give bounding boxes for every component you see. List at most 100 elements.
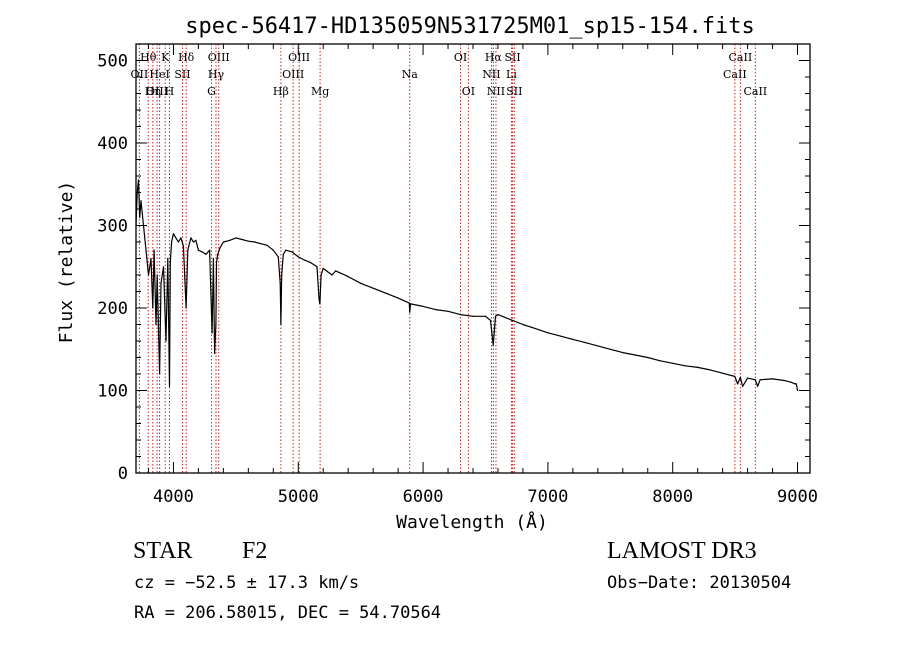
line-marker-label: HeI xyxy=(149,68,169,81)
spectrum-point xyxy=(572,338,574,340)
spectrum-point xyxy=(175,237,177,239)
spectrum-point xyxy=(409,311,411,313)
spectrum-point xyxy=(158,373,161,375)
spectrum-point xyxy=(709,369,711,371)
spectrum-point xyxy=(734,375,736,378)
spectrum-point xyxy=(494,315,497,317)
spectrum-point xyxy=(784,380,786,382)
spectrum-point xyxy=(647,356,649,359)
x-tick-label: 6000 xyxy=(403,487,444,507)
spectrum-point xyxy=(597,345,599,347)
spectrum-point xyxy=(742,385,744,387)
spectrum-point xyxy=(609,348,611,350)
spectrum-point xyxy=(185,307,187,309)
spectrum-point xyxy=(659,360,661,362)
spectrum-point xyxy=(167,257,169,260)
spectrum-point xyxy=(169,262,171,264)
line-marker-label: CaII xyxy=(743,85,767,98)
spectrum-point xyxy=(547,332,549,334)
spectrum-point xyxy=(247,240,249,242)
spectrum-point xyxy=(205,253,207,255)
spectrum-point xyxy=(277,256,279,258)
line-marker-label: G xyxy=(207,85,216,98)
spectrum-point xyxy=(192,241,195,243)
spectrum-point xyxy=(139,216,141,218)
spectrum-point xyxy=(795,383,797,385)
spectrum-point xyxy=(360,282,362,284)
spectrum-point xyxy=(759,379,761,381)
spectrum-point xyxy=(320,274,322,276)
line-marker-label: NII xyxy=(487,85,505,98)
line-marker-label: CaII xyxy=(723,68,747,81)
y-tick-label: 400 xyxy=(97,134,128,154)
spectrum-point xyxy=(697,366,699,368)
line-marker-label: Mg xyxy=(311,85,329,98)
x-axis-title: Wavelength (Å) xyxy=(396,511,548,533)
spectrum-point xyxy=(771,378,774,380)
spectrum-point xyxy=(756,385,759,387)
y-tick-label: 100 xyxy=(97,382,128,402)
spectrum-point xyxy=(447,310,449,312)
line-marker-label: OI xyxy=(454,51,467,64)
spectrum-point xyxy=(291,251,293,253)
line-marker-label: OIII xyxy=(288,51,310,64)
x-tick-label: 7000 xyxy=(527,487,568,507)
spectrum-point xyxy=(303,259,306,261)
spectrum-point xyxy=(722,372,724,374)
spectrum-point xyxy=(331,274,333,276)
line-marker-label: Li xyxy=(506,68,517,81)
spectrum-point xyxy=(201,251,203,253)
spectrum-point xyxy=(215,262,218,264)
spectrum-point xyxy=(147,274,150,276)
spectrum-point xyxy=(182,245,185,247)
coordinates: RA = 206.58015, DEC = 54.70564 xyxy=(134,603,442,623)
spectrum-point xyxy=(282,253,284,255)
line-marker-label: Hα xyxy=(485,51,503,64)
spectrum-point xyxy=(385,292,387,294)
spectrum-point xyxy=(235,237,237,239)
spectrum-point xyxy=(212,257,214,260)
spectrum-point xyxy=(197,249,200,251)
spectrum-point xyxy=(509,318,512,321)
survey-name: LAMOST DR3 xyxy=(607,538,757,564)
line-marker-label: H xyxy=(165,85,175,98)
x-tick-label: 8000 xyxy=(652,487,693,507)
spectrum-point xyxy=(672,362,674,364)
line-marker-label: Hδ xyxy=(178,51,195,64)
object-class: STAR xyxy=(133,538,193,564)
spectrum-point xyxy=(559,335,561,337)
spectrum-point xyxy=(634,354,636,356)
spectrum-point xyxy=(190,237,192,239)
spectrum-point xyxy=(219,248,221,250)
spectrum-point xyxy=(310,262,312,264)
spectrum-point xyxy=(241,238,243,241)
spectrum-point xyxy=(534,328,537,330)
spectrum-point xyxy=(459,314,462,316)
spectrum-point xyxy=(172,233,175,235)
plot-frame xyxy=(135,43,811,474)
spectrum-point xyxy=(319,303,321,305)
spectrum-point xyxy=(754,379,756,381)
line-marker-label: SII xyxy=(506,85,522,98)
line-marker-label: Hη xyxy=(145,85,161,98)
spectrum-point xyxy=(266,244,268,246)
line-marker-label: OIII xyxy=(208,51,230,64)
spectrum-point xyxy=(318,299,320,301)
y-tick-label: 500 xyxy=(97,52,128,72)
spectrum-point xyxy=(746,377,749,379)
spectrum-point xyxy=(489,319,492,321)
spectrum-point xyxy=(195,239,197,241)
x-tick-label: 5000 xyxy=(278,487,319,507)
spectrum-point xyxy=(165,340,167,342)
spectrum-point xyxy=(187,249,189,251)
spectrum-point xyxy=(140,200,142,202)
spectrum-point xyxy=(214,352,216,354)
spectrum-point xyxy=(347,276,349,278)
redshift-velocity: cz = −52.5 ± 17.3 km/s xyxy=(134,573,360,593)
spectrum-point xyxy=(153,249,155,251)
spectrum-point xyxy=(180,237,182,239)
spectrum-point xyxy=(215,323,217,326)
spectrum-point xyxy=(253,241,256,243)
line-marker-label: K xyxy=(161,51,170,64)
line-marker-label: CaII xyxy=(729,51,753,64)
